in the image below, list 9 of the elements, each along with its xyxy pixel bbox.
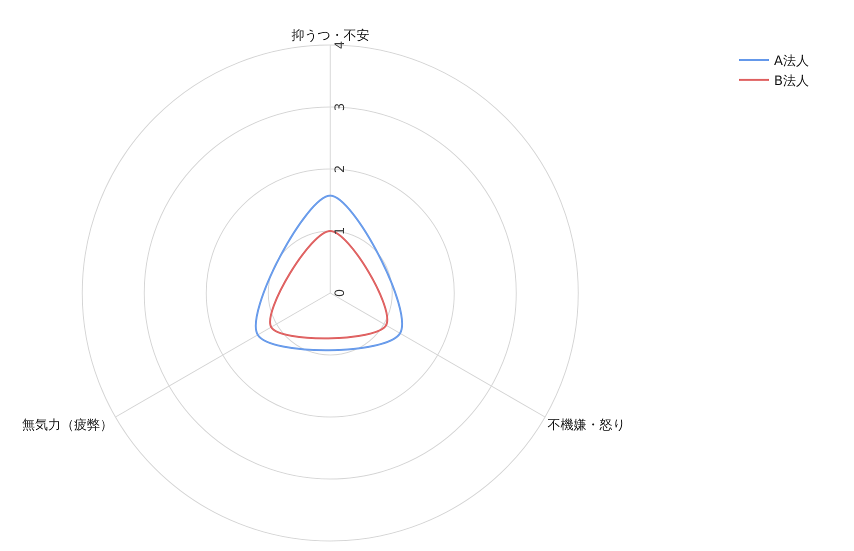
spoke-label: 不機嫌・怒り <box>548 418 626 433</box>
spoke-label: 無気力（疲弊） <box>22 418 113 433</box>
y-tick-label: 4 <box>332 40 348 50</box>
legend-label: B法人 <box>774 74 809 89</box>
y-tick-label: 1 <box>332 226 348 236</box>
y-tick-label: 3 <box>332 102 348 112</box>
y-tick-label: 2 <box>332 164 348 174</box>
legend-label: A法人 <box>774 54 809 70</box>
y-tick-label: 0 <box>332 288 348 298</box>
